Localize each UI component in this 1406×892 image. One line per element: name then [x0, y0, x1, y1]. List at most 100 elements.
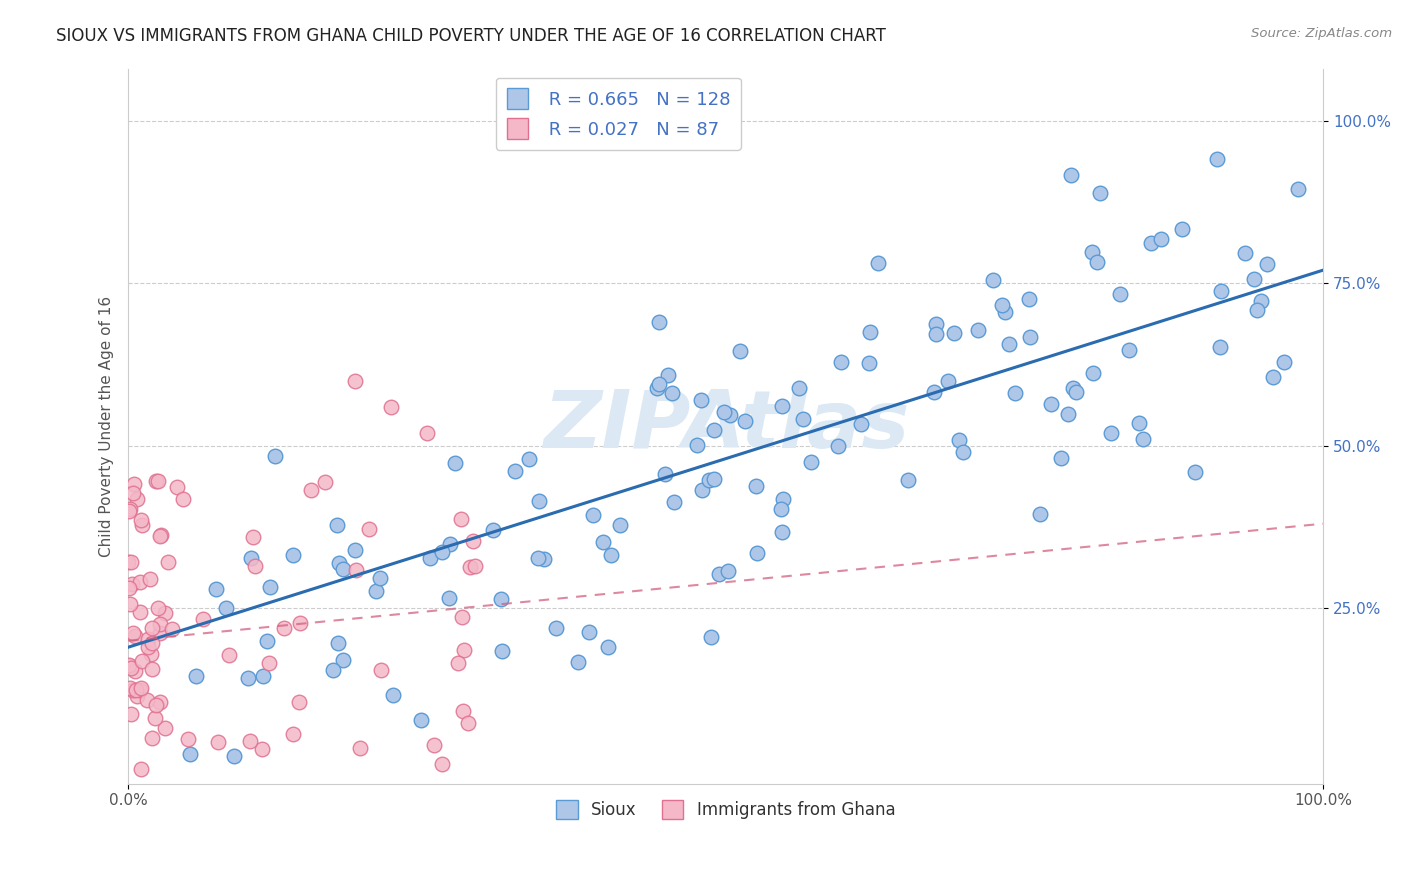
Point	[139, 647, 162, 661]
Point	[172, 492, 194, 507]
Point	[592, 535, 614, 549]
Point	[648, 316, 671, 330]
Point	[122, 485, 145, 500]
Point	[645, 381, 668, 395]
Point	[772, 492, 794, 507]
Point	[866, 256, 889, 270]
Point	[131, 517, 153, 532]
Point	[1099, 426, 1122, 441]
Point	[149, 617, 172, 632]
Point	[943, 326, 966, 340]
Point	[925, 317, 948, 331]
Point	[218, 648, 240, 662]
Point	[1250, 293, 1272, 308]
Point	[734, 414, 756, 428]
Point	[149, 625, 172, 640]
Point	[948, 433, 970, 447]
Point	[1018, 292, 1040, 306]
Point	[998, 336, 1021, 351]
Point	[117, 555, 139, 569]
Point	[349, 740, 371, 755]
Point	[1085, 255, 1108, 269]
Point	[243, 559, 266, 574]
Point	[598, 640, 620, 655]
Point	[517, 451, 540, 466]
Point	[967, 323, 990, 337]
Point	[121, 577, 143, 591]
Point	[1049, 451, 1071, 466]
Point	[1234, 246, 1257, 260]
Point	[124, 629, 146, 643]
Point	[450, 511, 472, 525]
Point	[654, 467, 676, 482]
Point	[451, 704, 474, 718]
Point	[529, 107, 551, 121]
Point	[259, 580, 281, 594]
Point	[129, 683, 152, 698]
Point	[662, 495, 685, 509]
Point	[745, 546, 768, 560]
Point	[546, 621, 568, 635]
Point	[357, 522, 380, 536]
Point	[744, 478, 766, 492]
Point	[690, 483, 713, 497]
Point	[141, 731, 163, 745]
Point	[1171, 222, 1194, 236]
Point	[859, 325, 882, 339]
Point	[458, 559, 481, 574]
Point	[332, 562, 354, 576]
Point	[830, 354, 852, 368]
Point	[139, 572, 162, 586]
Point	[120, 681, 142, 696]
Point	[770, 399, 793, 413]
Point	[1118, 343, 1140, 357]
Point	[849, 417, 872, 431]
Point	[897, 473, 920, 487]
Point	[661, 385, 683, 400]
Point	[141, 636, 163, 650]
Point	[326, 518, 349, 533]
Point	[686, 438, 709, 452]
Point	[370, 663, 392, 677]
Point	[770, 502, 793, 516]
Point	[439, 591, 461, 605]
Point	[1132, 432, 1154, 446]
Point	[1004, 385, 1026, 400]
Point	[527, 494, 550, 508]
Point	[925, 327, 948, 342]
Point	[1272, 355, 1295, 369]
Legend: Sioux, Immigrants from Ghana: Sioux, Immigrants from Ghana	[550, 793, 903, 825]
Point	[936, 374, 959, 388]
Point	[332, 653, 354, 667]
Point	[131, 654, 153, 668]
Point	[141, 661, 163, 675]
Point	[215, 601, 238, 615]
Point	[129, 513, 152, 527]
Point	[1243, 272, 1265, 286]
Point	[121, 626, 143, 640]
Point	[1128, 416, 1150, 430]
Point	[205, 582, 228, 596]
Point	[328, 636, 350, 650]
Point	[703, 423, 725, 437]
Point	[1184, 465, 1206, 479]
Point	[444, 457, 467, 471]
Point	[136, 632, 159, 647]
Point	[120, 659, 142, 673]
Point	[1029, 508, 1052, 522]
Point	[157, 555, 180, 569]
Point	[700, 630, 723, 644]
Point	[224, 749, 246, 764]
Point	[177, 732, 200, 747]
Point	[1081, 244, 1104, 259]
Point	[288, 695, 311, 709]
Point	[1019, 330, 1042, 344]
Point	[252, 742, 274, 756]
Point	[380, 400, 402, 414]
Point	[153, 721, 176, 735]
Point	[364, 583, 387, 598]
Point	[858, 356, 880, 370]
Point	[128, 575, 150, 590]
Point	[149, 695, 172, 709]
Point	[827, 439, 849, 453]
